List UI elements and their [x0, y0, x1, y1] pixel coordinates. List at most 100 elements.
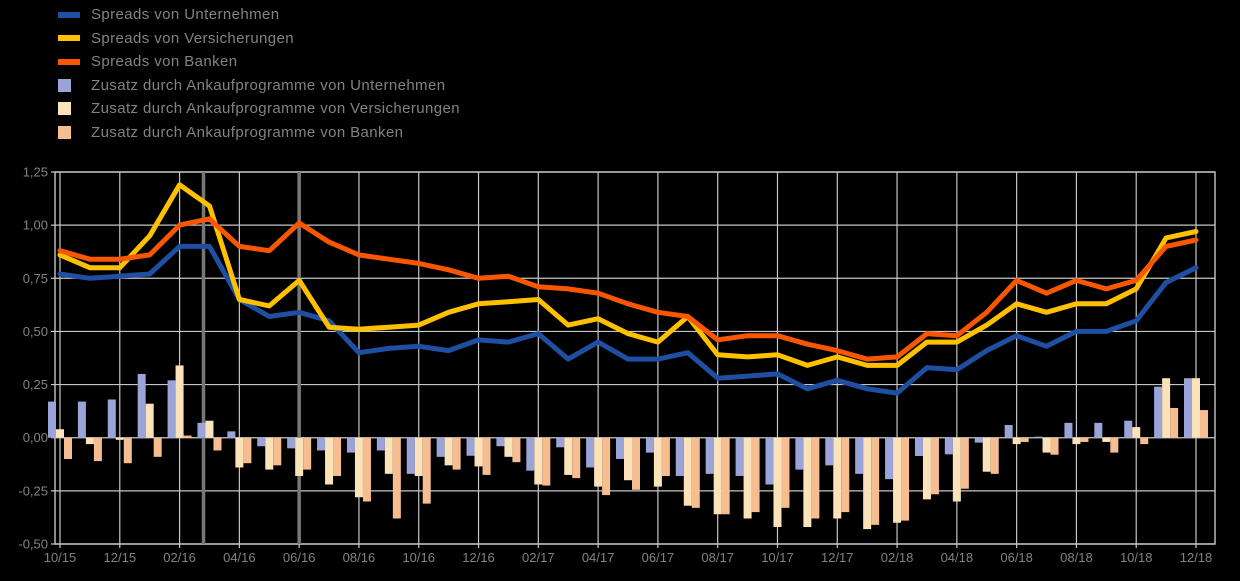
series-line-1	[57, 182, 1199, 368]
bar-1-month-37	[1162, 378, 1171, 438]
bar-0-month-8	[287, 437, 296, 449]
x-tick-label: 08/18	[1060, 550, 1093, 565]
bar-1-month-16	[534, 437, 543, 485]
x-tick-label: 10/15	[44, 550, 77, 565]
bar-0-month-34	[1064, 422, 1073, 438]
bar-2-month-18	[602, 437, 611, 496]
y-tick-label: 0,50	[23, 324, 48, 339]
bar-1-month-7	[265, 437, 274, 470]
legend-item-zusatz-versicherungen: Zusatz durch Ankaufprogramme von Versich…	[58, 97, 460, 121]
bar-0-month-23	[735, 437, 744, 476]
x-tick-label: 10/17	[761, 550, 794, 565]
bar-1-month-3	[145, 403, 154, 438]
bar-2-month-37	[1170, 407, 1179, 438]
line-swatch-banken	[58, 58, 80, 65]
bar-0-month-27	[855, 437, 864, 474]
x-tick-label: 10/16	[402, 550, 435, 565]
bar-2-month-0	[64, 437, 72, 459]
legend-label: Zusatz durch Ankaufprogramme von Banken	[91, 123, 404, 141]
legend-item-spreads-banken: Spreads von Banken	[58, 50, 460, 74]
bar-1-month-1	[85, 437, 94, 445]
bar-1-month-27	[863, 437, 872, 530]
bar-1-month-15	[504, 437, 513, 457]
bar-2-month-24	[781, 437, 790, 508]
bar-2-month-8	[303, 437, 312, 470]
legend-item-spreads-unternehmen: Spreads von Unternehmen	[58, 3, 460, 27]
bar-2-month-4	[183, 435, 192, 438]
legend-label: Zusatz durch Ankaufprogramme von Versich…	[91, 100, 460, 118]
bar-1-month-2	[115, 437, 124, 440]
bar-2-month-14	[482, 437, 491, 475]
bar-2-month-32	[1020, 437, 1029, 442]
x-tick-label: 12/18	[1180, 550, 1213, 565]
bar-2-month-28	[901, 437, 910, 521]
x-tick-label: 06/17	[642, 550, 675, 565]
legend-item-zusatz-banken: Zusatz durch Ankaufprogramme von Banken	[58, 121, 460, 145]
bar-1-month-38	[1192, 378, 1201, 438]
line-swatch-versicherungen	[58, 35, 80, 42]
legend-item-zusatz-unternehmen: Zusatz durch Ankaufprogramme von Unterne…	[58, 74, 460, 98]
x-tick-label: 12/15	[104, 550, 137, 565]
bar-2-month-12	[422, 437, 431, 504]
bar-2-month-17	[572, 437, 581, 479]
bar-1-month-10	[354, 437, 363, 498]
bar-0-month-3	[137, 373, 146, 438]
line-swatch-unternehmen	[58, 11, 80, 18]
bar-1-month-30	[952, 437, 961, 502]
bar-1-month-18	[594, 437, 603, 487]
bar-0-month-10	[346, 437, 355, 453]
bar-2-month-31	[990, 437, 999, 474]
bar-0-month-20	[645, 437, 654, 453]
bar-1-month-26	[833, 437, 842, 519]
bar-1-month-4	[175, 365, 184, 438]
legend-label: Spreads von Unternehmen	[91, 6, 280, 24]
bar-1-month-13	[444, 437, 453, 466]
bar-1-month-33	[1042, 437, 1051, 453]
bar-swatch-banken	[58, 125, 71, 139]
bar-0-month-22	[705, 437, 714, 474]
bar-0-month-4	[167, 380, 176, 438]
bar-1-month-25	[803, 437, 812, 527]
bar-2-month-36	[1140, 437, 1149, 445]
legend-label: Spreads von Versicherungen	[91, 29, 295, 47]
bar-0-month-24	[765, 437, 774, 485]
bar-0-month-38	[1184, 378, 1193, 438]
bar-1-month-8	[295, 437, 304, 476]
bar-1-month-20	[653, 437, 662, 487]
series-line-2	[57, 216, 1199, 362]
bar-2-month-21	[691, 437, 700, 508]
x-tick-label: 04/16	[223, 550, 256, 565]
y-tick-label: 1,25	[23, 165, 48, 180]
x-tick-label: 02/17	[522, 550, 555, 565]
x-tick-label: 06/18	[1000, 550, 1033, 565]
bar-2-month-3	[153, 437, 162, 457]
plot-frame	[54, 171, 1216, 545]
bar-1-month-9	[325, 437, 334, 485]
bar-0-month-7	[257, 437, 266, 447]
y-tick-label: 0,25	[23, 377, 48, 392]
bar-1-month-23	[743, 437, 752, 519]
bar-2-month-15	[512, 437, 521, 463]
bar-0-month-9	[317, 437, 326, 451]
bar-2-month-25	[811, 437, 820, 519]
bar-2-month-22	[721, 437, 730, 515]
x-tick-label: 08/17	[701, 550, 734, 565]
x-tick-label: 12/16	[462, 550, 495, 565]
bar-0-month-5	[197, 422, 206, 438]
bar-1-month-35	[1102, 437, 1111, 442]
legend-label: Spreads von Banken	[91, 53, 238, 71]
bar-0-month-33	[1034, 436, 1043, 438]
bar-1-month-36	[1132, 427, 1141, 438]
bar-0-month-32	[1004, 424, 1013, 438]
y-tick-label: 0,75	[23, 271, 48, 286]
y-tick-label: -0,25	[18, 483, 48, 498]
bar-2-month-13	[452, 437, 461, 470]
bar-2-month-2	[123, 437, 132, 464]
bar-2-month-20	[661, 437, 670, 476]
x-tick-label: 08/16	[343, 550, 376, 565]
bar-0-month-30	[944, 437, 953, 455]
y-tick-label: -0,50	[18, 537, 48, 552]
bar-0-month-21	[675, 437, 684, 476]
